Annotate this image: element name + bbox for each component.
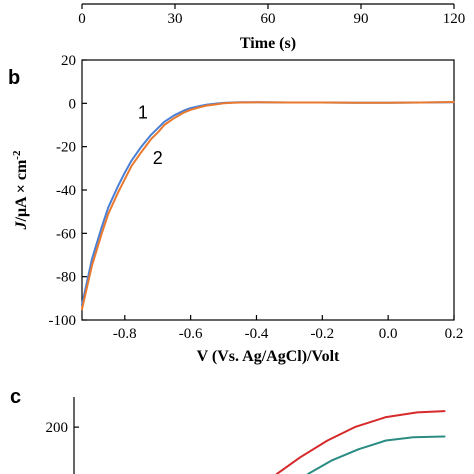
panel-b-annotations: 12 (138, 103, 163, 169)
panel-b-ticks: -0.8 -0.6 -0.4 -0.2 0.0 0.2 20 0 -20 -40 -60 -80 -10… (49, 53, 464, 342)
panel-a-x-axis-title: Time (s) (240, 35, 296, 52)
panel-c-ticks: 200 (46, 420, 79, 436)
panel-b-y-tick-label: 0 (69, 96, 77, 112)
panel-b-x-tick-label: -0.8 (113, 326, 137, 342)
panel-b-x-tick-label: -0.4 (245, 326, 269, 342)
panel-c-y-tick-label: 200 (46, 420, 69, 436)
panel-c-series-line-2 (307, 435, 446, 474)
panel-b-curve-label-1: 1 (138, 103, 148, 123)
panel-a-x-tick-label: 30 (168, 11, 183, 27)
panel-a-ticks: 0 30 60 90 120 (78, 4, 465, 27)
panel-b-y-axis-title: J/μA × cm-2 (11, 150, 30, 230)
panel-b-plot-frame (81, 59, 455, 321)
panel-b-x-axis-title: V (Vs. Ag/AgCl)/Volt (197, 348, 340, 365)
panel-b-y-axis-title-rest: /μA × cm (13, 159, 30, 222)
panel-b-y-tick-label: -100 (49, 313, 77, 329)
panel-b-series-2-line (81, 101, 455, 311)
panel-b-y-tick-label: -80 (56, 270, 76, 286)
panel-b-y-axis-title-main: J (13, 220, 30, 230)
panel-c-letter: c (10, 386, 21, 408)
panel-b-curve-label-2: 2 (153, 148, 163, 168)
panel-b-y-axis-title-sup: -2 (11, 150, 23, 160)
panel-b-x-tick-label: -0.6 (179, 326, 203, 342)
panel-b-y-tick-label: -40 (56, 183, 76, 199)
panel-b-series (81, 101, 455, 311)
panel-b-series-1-line (81, 101, 455, 306)
panel-b-x-tick-label: 0.2 (445, 326, 464, 342)
panel-c: c 200 (10, 386, 446, 474)
panel-b-letter: b (8, 67, 20, 89)
panel-a-x-tick-label: 90 (354, 11, 369, 27)
panel-b-y-tick-label: -20 (56, 140, 76, 156)
panel-b-x-tick-label: 0.0 (379, 326, 398, 342)
panel-c-series (275, 410, 446, 474)
panel-a-x-tick-label: 0 (78, 11, 86, 27)
panel-b-x-tick-label: -0.2 (310, 326, 334, 342)
panel-a-x-tick-label: 120 (443, 11, 466, 27)
panel-a: 0 30 60 90 120 Time (s) (78, 3, 465, 52)
panel-a-x-tick-label: 60 (261, 11, 276, 27)
panel-b: b -0.8 -0.6 -0.4 -0.2 0.0 0.2200-20-40-60-80-… (8, 53, 463, 365)
panel-b-y-tick-label: -60 (56, 226, 76, 242)
panel-b-y-tick-label: 20 (61, 53, 76, 69)
panel-c-series-line-1 (275, 410, 446, 474)
